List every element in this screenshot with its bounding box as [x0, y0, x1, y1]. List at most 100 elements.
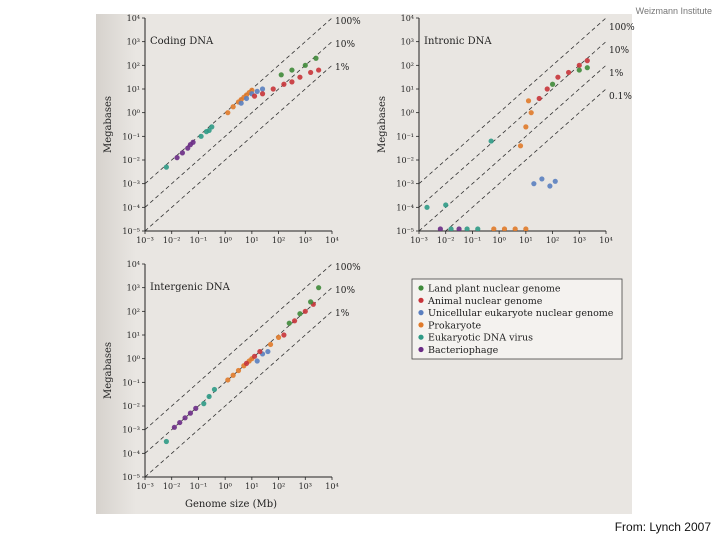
legend-label: Eukaryotic DNA virus	[428, 333, 533, 344]
y-axis-label: Megabases	[103, 96, 114, 153]
y-tick-label: 10⁻³	[396, 180, 414, 189]
data-point	[251, 93, 258, 99]
data-point	[187, 410, 194, 416]
x-tick-label: 10¹	[245, 236, 258, 245]
legend-label: Bacteriophage	[428, 345, 499, 356]
legend-label: Prokaryote	[428, 320, 482, 331]
data-point	[584, 65, 590, 71]
x-tick-label: 10⁻¹	[190, 482, 208, 491]
y-tick-label: 10⁴	[127, 260, 140, 269]
y-tick-label: 10⁴	[127, 14, 140, 23]
data-point	[475, 226, 481, 231]
legend-marker	[418, 322, 424, 328]
legend-marker	[418, 297, 424, 303]
data-point	[523, 226, 529, 231]
y-tick-label: 10³	[127, 38, 140, 47]
x-tick-label: 10²	[272, 482, 285, 491]
reference-line	[145, 65, 332, 231]
data-point	[448, 226, 454, 231]
data-points	[163, 55, 322, 170]
reference-line-label: 1%	[609, 69, 624, 79]
data-point	[536, 95, 542, 102]
y-tick-label: 10⁻²	[396, 156, 414, 165]
reference-lines	[145, 18, 332, 231]
data-point	[313, 55, 319, 61]
data-point	[267, 341, 274, 348]
legend-box	[411, 278, 623, 360]
data-point	[270, 86, 276, 92]
data-point	[289, 79, 295, 85]
x-tick-label: 10²	[272, 236, 285, 245]
legend-marker	[418, 334, 424, 340]
data-point	[259, 86, 266, 92]
x-tick-label: 10⁰	[218, 482, 231, 491]
y-axis-label: Megabases	[103, 342, 114, 399]
data-point	[171, 424, 177, 430]
data-point	[281, 81, 287, 87]
x-tick-label: 10⁻³	[410, 236, 428, 245]
data-point	[525, 98, 532, 104]
x-tick-label: 10⁻²	[163, 482, 181, 491]
data-point	[230, 372, 236, 378]
reference-line-label: 10%	[335, 286, 355, 296]
reference-line-label: 1%	[335, 63, 350, 73]
data-point	[576, 62, 582, 68]
data-point	[238, 100, 244, 106]
data-point	[198, 133, 204, 139]
y-tick-label: 10²	[127, 307, 140, 316]
data-point	[251, 353, 258, 359]
x-tick-label: 10⁰	[492, 236, 505, 245]
y-tick-label: 10¹	[127, 331, 140, 340]
data-point	[225, 377, 231, 383]
data-point	[549, 81, 556, 87]
data-point	[555, 74, 561, 80]
data-point	[544, 86, 550, 92]
data-point	[539, 176, 545, 182]
data-point	[576, 67, 582, 73]
data-point	[182, 415, 188, 421]
legend-label: Land plant nuclear genome	[428, 284, 561, 295]
reference-line-label: 100%	[609, 23, 635, 33]
data-point	[177, 419, 183, 426]
data-points	[163, 285, 322, 445]
source-credit: From: Lynch 2007	[614, 520, 711, 534]
data-point	[179, 150, 185, 156]
data-point	[209, 124, 215, 130]
data-point	[316, 67, 322, 73]
data-point	[437, 226, 443, 231]
x-tick-label: 10⁻³	[136, 236, 154, 245]
y-tick-label: 10²	[127, 61, 140, 70]
y-tick-label: 10³	[127, 284, 140, 293]
data-point	[512, 226, 518, 231]
panel-title: Intronic DNA	[424, 36, 492, 47]
data-point	[584, 58, 590, 64]
data-point	[501, 226, 508, 231]
y-tick-label: 10⁻¹	[396, 132, 414, 141]
x-tick-label: 10³	[299, 482, 312, 491]
data-point	[243, 360, 250, 366]
x-axis-title: Genome size (Mb)	[185, 499, 277, 510]
x-tick-label: 10⁻¹	[464, 236, 482, 245]
x-tick-label: 10⁻²	[163, 236, 181, 245]
data-point	[531, 181, 537, 187]
data-point	[488, 138, 494, 144]
y-tick-label: 10⁻⁵	[122, 227, 140, 236]
data-point	[464, 226, 470, 231]
x-tick-label: 10¹	[519, 236, 532, 245]
data-point	[308, 69, 314, 76]
reference-line-label: 100%	[335, 17, 361, 27]
y-axis-label: Megabases	[377, 96, 388, 153]
data-point	[254, 358, 260, 364]
y-tick-label: 10⁰	[401, 109, 414, 118]
data-point	[443, 202, 449, 208]
data-point	[265, 348, 271, 355]
legend-label: Animal nuclear genome	[427, 296, 543, 307]
x-tick-label: 10²	[546, 236, 559, 245]
data-point	[206, 127, 212, 134]
x-tick-label: 10³	[299, 236, 312, 245]
x-tick-label: 10⁻¹	[190, 236, 208, 245]
reference-line-label: 0.1%	[609, 92, 632, 102]
data-point	[163, 164, 169, 170]
